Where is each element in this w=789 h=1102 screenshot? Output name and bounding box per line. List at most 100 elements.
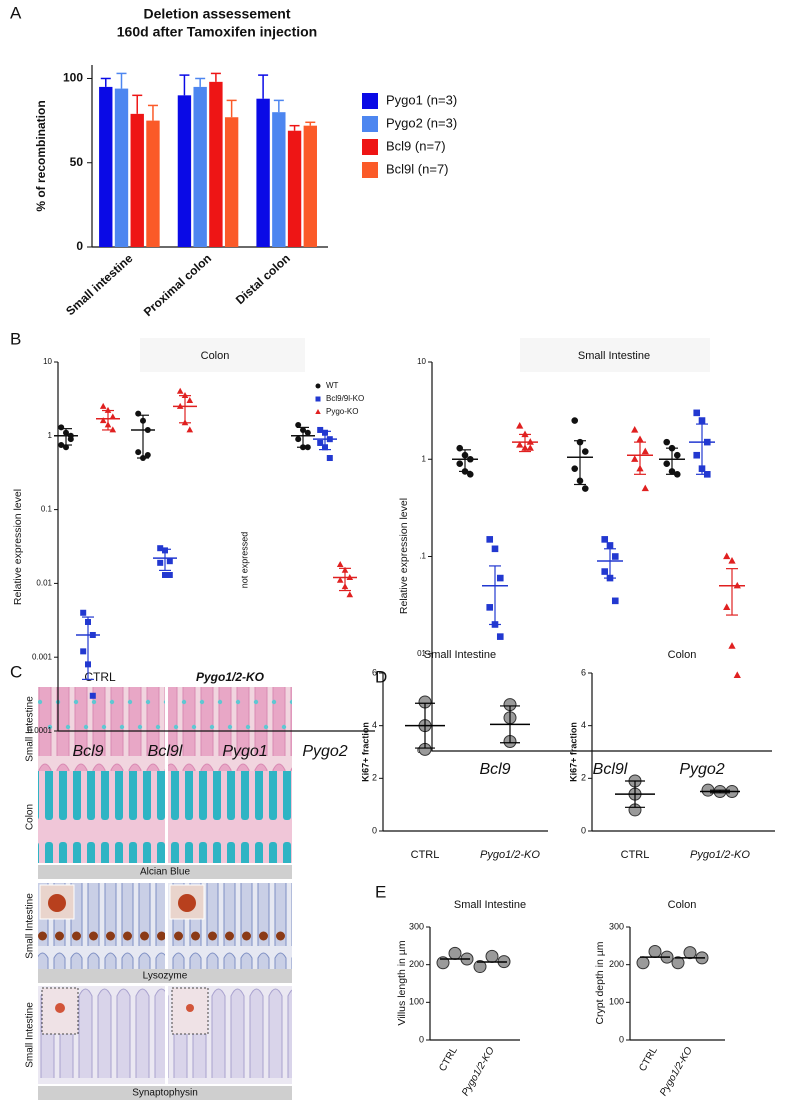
- x-tick-label: Bcl9: [72, 743, 103, 760]
- y-tick-label: 10: [43, 357, 52, 366]
- point: [166, 558, 173, 565]
- y-tick-label: 01: [417, 649, 426, 658]
- bar: [177, 95, 192, 247]
- point: [486, 536, 494, 543]
- point: [516, 421, 524, 429]
- inset: [41, 987, 79, 1035]
- panel-label: D: [375, 667, 387, 686]
- row-label: Small Intestine: [25, 893, 36, 959]
- y-tick-label: 4: [372, 720, 377, 730]
- panel-label: A: [10, 3, 22, 22]
- point: [673, 451, 681, 459]
- micrograph: [38, 771, 165, 863]
- chart-title: Colon: [668, 899, 697, 911]
- stain-bar: [38, 1086, 292, 1100]
- x-tick-label: CTRL: [621, 849, 650, 861]
- point: [723, 603, 731, 610]
- point: [89, 692, 96, 699]
- point: [496, 574, 504, 582]
- point: [186, 396, 194, 403]
- point: [304, 429, 311, 436]
- point: [436, 956, 450, 970]
- y-tick-label: 0.1: [41, 505, 53, 514]
- point: [571, 417, 579, 424]
- point: [723, 552, 731, 560]
- point: [485, 949, 499, 963]
- x-tick-label: Distal colon: [233, 251, 293, 307]
- point: [601, 568, 609, 575]
- point: [601, 536, 609, 543]
- point: [176, 387, 184, 394]
- point: [581, 485, 589, 492]
- point: [663, 460, 671, 467]
- x-tick-label: Bcl9l: [593, 761, 628, 778]
- point: [295, 422, 302, 429]
- y-tick-label: 200: [609, 959, 624, 969]
- legend-swatch: [362, 139, 378, 155]
- y-tick-label: 1: [422, 454, 427, 463]
- y-axis-label: Ki67+ fraction: [360, 722, 370, 782]
- stain-label: Alcian Blue: [140, 867, 190, 878]
- y-tick-label: 0: [372, 825, 377, 835]
- bar: [114, 88, 129, 247]
- y-axis-label: Villus length in µm: [396, 940, 408, 1025]
- point: [336, 560, 344, 567]
- point: [466, 471, 474, 478]
- point: [636, 956, 650, 970]
- legend-label: Pygo2 (n=3): [386, 115, 457, 130]
- title-band: [520, 338, 710, 372]
- annotation: not expressed: [239, 532, 249, 589]
- chart-title: Deletion assessement: [143, 6, 290, 22]
- legend-label: Bcl9 (n=7): [386, 138, 446, 153]
- point: [496, 633, 504, 640]
- point: [157, 559, 164, 566]
- legend-marker: [315, 396, 321, 402]
- point: [473, 960, 487, 974]
- point: [80, 609, 87, 616]
- point: [581, 448, 589, 455]
- point: [606, 542, 614, 549]
- panel-label: C: [10, 662, 22, 681]
- column-header: Pygo1/2-KO: [196, 670, 265, 684]
- point: [109, 413, 117, 420]
- point: [648, 944, 662, 958]
- y-tick-label: 0: [76, 239, 83, 253]
- y-tick-label: 0: [619, 1034, 624, 1044]
- point: [486, 604, 494, 611]
- point: [698, 417, 706, 424]
- stain-bar: [38, 865, 292, 879]
- point: [99, 402, 107, 409]
- y-tick-label: 6: [581, 667, 586, 677]
- x-tick-label: Pygo2: [679, 761, 724, 778]
- row-label: Small Intestine: [25, 696, 36, 762]
- panel-label: E: [375, 882, 386, 901]
- y-tick-label: 6: [372, 667, 377, 677]
- legend-swatch: [362, 93, 378, 109]
- point: [336, 576, 344, 583]
- point: [571, 465, 579, 472]
- panel-label: B: [10, 329, 21, 348]
- legend-label: Pygo-KO: [326, 407, 358, 416]
- point: [456, 460, 464, 467]
- inset-cell: [186, 1004, 194, 1012]
- point: [683, 946, 697, 960]
- point: [636, 435, 644, 443]
- point: [693, 409, 701, 417]
- column-header: CTRL: [84, 670, 116, 684]
- x-tick-label: Pygo1/2-KO: [658, 1045, 695, 1098]
- point: [631, 426, 639, 433]
- legend-label: Bcl9l (n=7): [386, 161, 449, 176]
- bar: [130, 113, 144, 248]
- stain-label: Lysozyme: [143, 971, 188, 982]
- y-tick-label: 200: [409, 959, 424, 969]
- row-label: Colon: [25, 804, 36, 830]
- y-tick-label: 0: [419, 1034, 424, 1044]
- point: [166, 571, 173, 578]
- bar: [303, 125, 317, 247]
- y-axis-label: Relative expression level: [398, 498, 410, 614]
- y-tick-label: .1: [419, 552, 426, 561]
- legend-label: Bcl9/9l-KO: [326, 394, 364, 403]
- y-tick-label: 300: [409, 921, 424, 931]
- bar: [209, 81, 223, 247]
